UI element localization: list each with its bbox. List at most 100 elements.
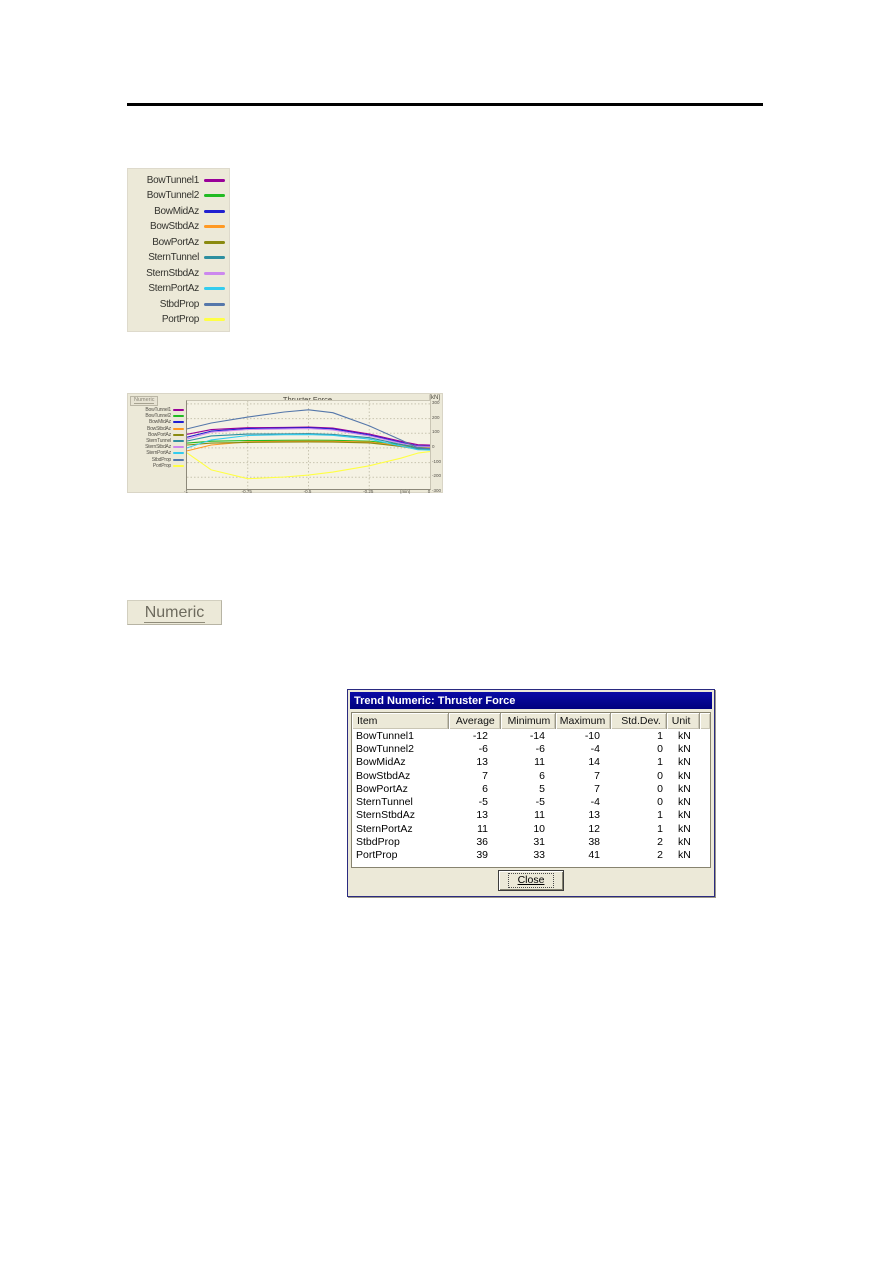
chart-legend-swatch (173, 433, 184, 436)
chart-legend-swatch (173, 458, 184, 461)
chart-legend-label: StbdProp (151, 456, 171, 463)
cell: kN (678, 809, 691, 822)
series-line-StbdProp (187, 409, 430, 450)
column-header-unit[interactable]: Unit (667, 713, 700, 729)
legend-color-swatch (204, 194, 225, 198)
y-tick-label: 0 (432, 443, 435, 449)
legend-color-swatch (204, 302, 225, 306)
cell: 13 (476, 756, 488, 769)
cell: 6 (482, 782, 488, 795)
trend-numeric-dialog: Trend Numeric: Thruster Force Item Averag… (347, 689, 715, 897)
column-header-maximum[interactable]: Maximum (556, 713, 612, 729)
numeric-button-label: Numeric (143, 603, 206, 623)
legend-item-label: BowMidAz (154, 205, 199, 217)
table-body: BowTunnel1 -12 -14 -10 1 kN BowTunnel2 -6 -6 -4 0 k… (352, 729, 710, 862)
chart-legend-swatch (173, 446, 184, 449)
chart-legend-label: BowTunnel1 (145, 407, 171, 414)
cell: BowTunnel2 (356, 742, 414, 755)
cell: 31 (533, 836, 545, 849)
chart-legend-label: BowTunnel2 (145, 413, 171, 420)
table-row: StbdProp 36 31 38 2 kN (352, 835, 710, 848)
cell: StbdProp (356, 836, 400, 849)
chart-legend-swatch (173, 452, 184, 455)
table-row: SternStbdAz 13 11 13 1 kN (352, 809, 710, 822)
cell: kN (678, 756, 691, 769)
y-tick-label: 100 (432, 429, 440, 435)
cell: 5 (539, 782, 545, 795)
cell: 7 (594, 782, 600, 795)
cell: -4 (590, 796, 600, 809)
chart-legend: BowTunnel1 BowTunnel2 BowMidAz BowStbdAz Bow… (128, 407, 185, 469)
cell: kN (678, 769, 691, 782)
cell: 1 (657, 756, 663, 769)
x-tick-label: -0.75 (241, 489, 252, 494)
chart-legend-item: SternStbdAz (128, 444, 185, 450)
legend-item-label: SternStbdAz (146, 267, 199, 279)
x-tick-label: -0.25 (363, 489, 374, 494)
dialog-title: Trend Numeric: Thruster Force (354, 694, 516, 707)
chart-legend-swatch (173, 464, 184, 467)
chart-legend-item: BowTunnel2 (128, 413, 185, 419)
x-axis-unit-label: (min) (400, 489, 411, 494)
chart-legend-label: PortProp (152, 462, 171, 469)
legend-color-swatch (204, 271, 225, 275)
series-line-SternTunnel (187, 433, 430, 450)
legend-color-swatch (204, 287, 225, 291)
chart-legend-item: BowTunnel1 (128, 407, 185, 413)
cell: kN (678, 729, 691, 742)
cell: 7 (482, 769, 488, 782)
table-row: SternTunnel -5 -5 -4 0 kN (352, 795, 710, 808)
chart-legend-label: SternTunnel (146, 438, 171, 445)
chart-legend-label: SternPortAz (146, 450, 171, 457)
column-header-item[interactable]: Item (352, 713, 450, 729)
legend-item: BowStbdAz (128, 220, 229, 233)
chart-numeric-button[interactable]: Numeric (130, 396, 159, 406)
cell: -5 (478, 796, 488, 809)
chart-legend-label: BowPortAz (148, 431, 171, 438)
cell: -4 (590, 742, 600, 755)
cell: -5 (535, 796, 545, 809)
cell: -6 (478, 742, 488, 755)
cell: kN (678, 822, 691, 835)
column-header-average[interactable]: Average (449, 713, 501, 729)
close-button-label: Close (507, 873, 555, 888)
chart-legend-item: BowPortAz (128, 432, 185, 438)
legend-item: SternPortAz (128, 282, 229, 295)
chart-legend-item: StbdProp (128, 457, 185, 463)
column-header-stddev[interactable]: Std.Dev. (611, 713, 667, 729)
legend-color-swatch (204, 256, 225, 260)
y-tick-label: -100 (432, 458, 442, 464)
cell: 12 (588, 822, 600, 835)
legend-item: BowTunnel2 (128, 189, 229, 202)
cell: 1 (657, 729, 663, 742)
cell: 0 (657, 742, 663, 755)
cell: 13 (588, 809, 600, 822)
chart-legend-label: BowMidAz (148, 419, 171, 426)
cell: 0 (657, 769, 663, 782)
cell: 1 (657, 822, 663, 835)
cell: 38 (588, 836, 600, 849)
column-header-minimum[interactable]: Minimum (501, 713, 557, 729)
dialog-titlebar[interactable]: Trend Numeric: Thruster Force (350, 692, 712, 709)
cell: SternPortAz (356, 822, 413, 835)
chart-legend-item: SternPortAz (128, 450, 185, 456)
legend-item: StbdProp (128, 298, 229, 311)
legend-item: SternStbdAz (128, 267, 229, 280)
cell: 1 (657, 809, 663, 822)
legend-item-label: StbdProp (159, 298, 200, 310)
cell: kN (678, 796, 691, 809)
legend-color-swatch (204, 209, 225, 213)
cell: 7 (594, 769, 600, 782)
chart-legend-label: BowStbdAz (146, 425, 171, 432)
chart-legend-label: SternStbdAz (145, 444, 171, 451)
chart-legend-item: BowStbdAz (128, 426, 185, 432)
chart-legend-swatch (173, 409, 184, 412)
x-tick-label: -0.5 (303, 489, 312, 494)
legend-item: BowPortAz (128, 236, 229, 249)
close-button[interactable]: Close (498, 870, 564, 891)
numeric-button[interactable]: Numeric (127, 600, 222, 625)
legend-color-swatch (204, 178, 225, 182)
cell: PortProp (356, 849, 398, 862)
legend-item-label: SternPortAz (148, 283, 199, 295)
legend-color-swatch (204, 240, 225, 244)
